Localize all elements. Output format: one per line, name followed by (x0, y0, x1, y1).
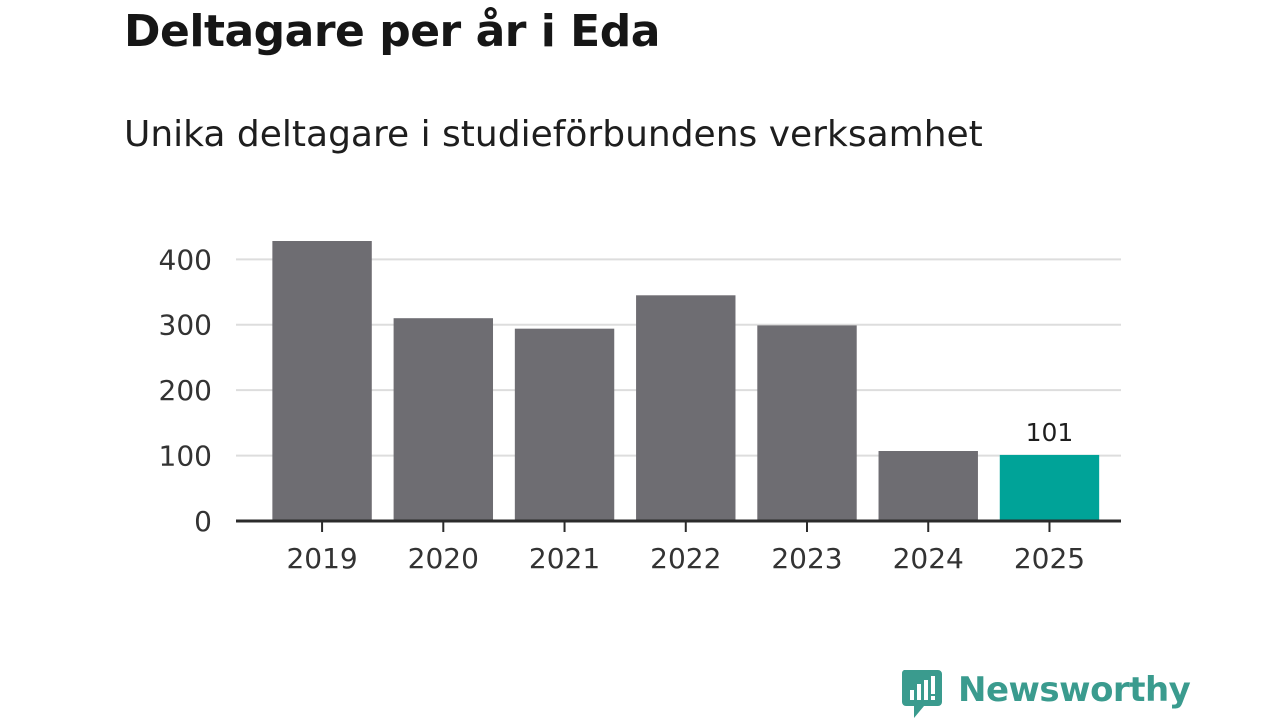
y-tick-label-300: 300 (159, 309, 212, 342)
chart-title: Deltagare per år i Eda (124, 6, 660, 57)
x-tick-label-2025: 2025 (1014, 542, 1085, 575)
y-tick-label-0: 0 (194, 505, 212, 538)
bar-2021 (514, 328, 615, 521)
x-tick-label-2024: 2024 (893, 542, 964, 575)
newsworthy-logo: Newsworthy (900, 668, 1191, 720)
y-tick-label-200: 200 (159, 374, 212, 407)
y-tick-label-100: 100 (159, 440, 212, 473)
newsworthy-logo-text: Newsworthy (958, 670, 1191, 710)
x-tick-label-2023: 2023 (771, 542, 842, 575)
y-tick-label-400: 400 (159, 243, 212, 276)
bar-2023 (757, 325, 857, 521)
x-tick-label-2019: 2019 (286, 542, 357, 575)
newsworthy-logo-icon (901, 670, 942, 718)
chart-subtitle: Unika deltagare i studieförbundens verks… (124, 114, 983, 155)
bar-2020 (393, 318, 494, 521)
bar-2019 (272, 241, 372, 522)
bar-2022 (636, 295, 736, 521)
bar-2025 (999, 454, 1100, 521)
x-tick-label-2022: 2022 (650, 542, 721, 575)
data-label-2025: 101 (1026, 418, 1074, 447)
bar-chart: 0 100 200 300 400 2019 2020 2021 2022 2023 2024 202… (159, 241, 1121, 575)
bar-2024 (878, 451, 978, 521)
x-tick-label-2021: 2021 (529, 542, 600, 575)
x-tick-label-2020: 2020 (408, 542, 479, 575)
